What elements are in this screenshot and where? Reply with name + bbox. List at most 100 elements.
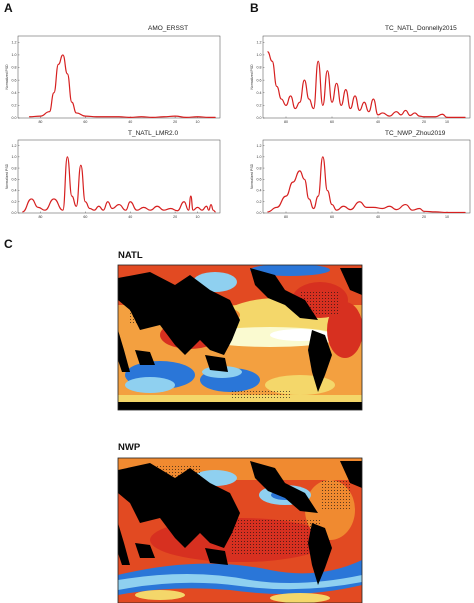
psd-point: [317, 60, 319, 62]
psd-point: [414, 112, 416, 114]
psd-point: [152, 117, 153, 118]
y-tick-label: 0.0: [257, 211, 262, 215]
psd-point: [327, 70, 328, 71]
y-axis-label: Normalized PSD: [250, 64, 254, 90]
y-tick-label: 1.2: [12, 144, 17, 148]
psd-point: [67, 156, 68, 158]
plot-frame: [17, 139, 221, 214]
psd-point: [201, 209, 203, 211]
x-tick-label: 60: [83, 120, 87, 124]
psd-point: [271, 60, 273, 62]
psd-point: [215, 117, 216, 118]
psd-point: [276, 86, 278, 87]
y-tick-label: 1.2: [257, 144, 262, 148]
psd-point: [343, 205, 344, 207]
y-axis-label: Normalized PSD: [250, 163, 254, 189]
x-tick-label: 60: [83, 215, 87, 219]
chart-title: T_NATL_LMR2.0: [128, 130, 178, 137]
y-tick-label: 0.2: [257, 104, 262, 108]
psd-point: [350, 209, 351, 210]
psd-point: [102, 209, 104, 211]
psd-point: [150, 209, 151, 211]
psd-point: [212, 209, 214, 211]
psd-point: [396, 209, 397, 210]
psd-point: [304, 79, 305, 81]
psd-point: [290, 95, 291, 97]
psd-point: [129, 117, 131, 118]
psd-point: [373, 98, 374, 100]
psd-point: [85, 115, 86, 117]
psd-point: [53, 198, 55, 200]
psd-point: [366, 207, 367, 208]
map-title-natl: NATL: [118, 250, 143, 261]
psd-point: [354, 95, 356, 97]
psd-point: [156, 205, 158, 207]
psd-point: [389, 115, 390, 117]
psd-point: [465, 212, 466, 213]
psd-point: [267, 211, 268, 213]
map-nwp: [118, 458, 362, 603]
plot-frame: [262, 139, 471, 214]
psd-point: [412, 209, 413, 211]
psd-point: [210, 204, 212, 205]
psd-point: [118, 204, 120, 205]
psd-point: [373, 207, 374, 208]
psd-point: [423, 211, 425, 212]
psd-point: [419, 115, 420, 117]
psd-point: [322, 156, 324, 158]
x-tick-label: 80: [284, 215, 288, 219]
psd-point: [299, 170, 301, 172]
psd-point: [423, 116, 425, 118]
psd-point: [435, 116, 436, 118]
psd-point: [183, 201, 185, 203]
psd-point: [435, 211, 436, 213]
psd-point: [125, 209, 127, 211]
psd-point: [331, 101, 333, 103]
psd-point: [40, 115, 41, 117]
x-tick-label: 80: [284, 120, 288, 124]
psd-point: [94, 209, 95, 211]
psd-point: [336, 209, 337, 211]
psd-point: [143, 207, 144, 208]
psd-series-line: [22, 156, 216, 213]
psd-point: [285, 105, 287, 106]
y-tick-label: 1.2: [12, 41, 17, 45]
psd-point: [368, 111, 370, 112]
psd-point: [419, 208, 420, 209]
y-tick-label: 1.0: [12, 155, 17, 159]
chart-title: TC_NATL_Donnelly2015: [385, 25, 457, 32]
psd-point: [107, 201, 109, 203]
psd-point: [428, 116, 429, 118]
psd-point: [208, 209, 210, 211]
psd-point: [80, 164, 82, 166]
psd-point: [382, 208, 383, 209]
psd-point: [345, 89, 347, 90]
x-tick-label: 40: [376, 120, 380, 124]
psd-point: [186, 117, 187, 118]
y-tick-label: 0.8: [257, 166, 262, 170]
x-tick-label: 80: [38, 215, 42, 219]
y-tick-label: 0.0: [12, 116, 17, 120]
chart-tc-natl-donnelly: TC_NATL_Donnelly2015 Normalized PSD 1.2 1.0…: [250, 25, 471, 124]
psd-point: [409, 115, 411, 116]
psd-point: [71, 101, 73, 103]
psd-point: [215, 211, 216, 213]
psd-point: [197, 207, 198, 208]
x-tick-label: 40: [128, 215, 132, 219]
y-tick-label: 0.2: [257, 200, 262, 204]
psd-point: [62, 209, 64, 211]
psd-point: [292, 181, 294, 183]
psd-point: [340, 105, 342, 106]
y-tick-label: 0.8: [12, 166, 17, 170]
psd-point: [377, 114, 379, 116]
psd-series-line: [29, 54, 216, 118]
psd-point: [336, 83, 337, 84]
psd-point: [136, 209, 138, 211]
psd-point: [281, 98, 282, 100]
map-natl: [118, 265, 362, 410]
x-tick-label: 10: [445, 215, 449, 219]
psd-point: [359, 201, 360, 203]
psd-point: [446, 117, 448, 118]
psd-point: [285, 195, 287, 197]
y-tick-label: 0.8: [12, 66, 17, 70]
